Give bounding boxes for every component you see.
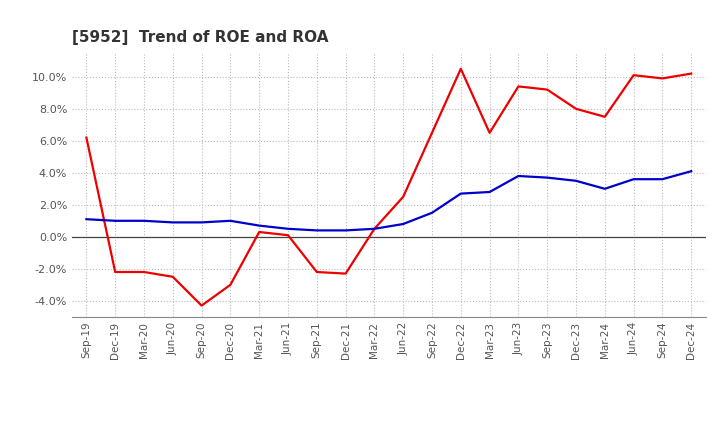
ROE	[428, 130, 436, 136]
ROE	[284, 233, 292, 238]
ROA	[197, 220, 206, 225]
ROA	[255, 223, 264, 228]
ROA	[284, 226, 292, 231]
ROE	[600, 114, 609, 119]
ROA	[428, 210, 436, 216]
Text: [5952]  Trend of ROE and ROA: [5952] Trend of ROE and ROA	[72, 29, 328, 45]
ROE	[658, 76, 667, 81]
ROA	[111, 218, 120, 224]
ROA	[399, 221, 408, 227]
ROE	[687, 71, 696, 76]
ROE	[168, 274, 177, 279]
ROA	[629, 176, 638, 182]
ROE	[543, 87, 552, 92]
ROE	[572, 106, 580, 111]
ROE	[82, 135, 91, 140]
ROA	[312, 228, 321, 233]
ROE	[226, 282, 235, 287]
ROE	[514, 84, 523, 89]
ROE	[456, 66, 465, 71]
ROE	[341, 271, 350, 276]
ROE	[255, 229, 264, 235]
ROA	[600, 186, 609, 191]
ROE	[197, 303, 206, 308]
ROA	[370, 226, 379, 231]
ROA	[485, 189, 494, 194]
ROA	[543, 175, 552, 180]
ROA	[226, 218, 235, 224]
ROA	[658, 176, 667, 182]
ROA	[82, 216, 91, 222]
ROA	[168, 220, 177, 225]
ROA	[341, 228, 350, 233]
ROA	[514, 173, 523, 179]
ROE	[370, 226, 379, 231]
ROE	[485, 130, 494, 136]
ROA	[572, 178, 580, 183]
ROE	[312, 269, 321, 275]
ROE	[629, 73, 638, 78]
Line: ROA: ROA	[86, 171, 691, 231]
ROE	[399, 194, 408, 199]
ROE	[140, 269, 148, 275]
Line: ROE: ROE	[86, 69, 691, 306]
ROA	[140, 218, 148, 224]
ROA	[687, 169, 696, 174]
ROE	[111, 269, 120, 275]
ROA	[456, 191, 465, 196]
